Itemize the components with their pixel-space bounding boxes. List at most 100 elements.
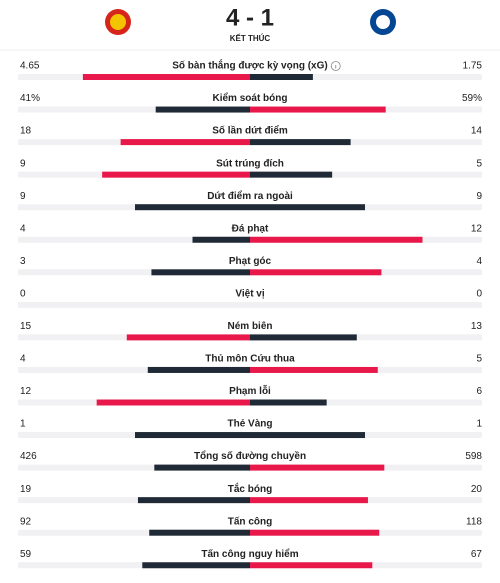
away-bar bbox=[250, 236, 423, 243]
away-logo bbox=[370, 9, 396, 35]
stat-row: 4.65 1.75 Số bàn thắng được kỳ vọng (xG) bbox=[18, 59, 482, 80]
stat-row: 3 4 Phạt góc bbox=[18, 256, 482, 276]
away-bar bbox=[250, 139, 351, 146]
stat-label: Tấn công nguy hiểm bbox=[201, 548, 298, 560]
stat-row: 426 598 Tổng số đường chuyền bbox=[18, 450, 482, 471]
stat-label: Đá phạt bbox=[232, 223, 269, 234]
away-logo-inner bbox=[374, 13, 392, 31]
home-bar bbox=[149, 529, 250, 536]
stat-label: Tổng số đường chuyền bbox=[194, 450, 306, 462]
stat-row: 19 20 Tắc bóng bbox=[18, 482, 483, 504]
home-value: 19 bbox=[20, 484, 32, 495]
home-bar bbox=[96, 399, 251, 406]
stat-label: Phạt góc bbox=[229, 256, 272, 267]
away-value: 4 bbox=[476, 256, 482, 267]
home-bar bbox=[151, 269, 250, 276]
home-bar bbox=[135, 432, 250, 439]
home-logo bbox=[105, 9, 131, 35]
match-status: KẾT THÚC bbox=[230, 33, 271, 43]
stat-label: Sút trúng đích bbox=[216, 158, 284, 169]
away-value: 118 bbox=[466, 516, 482, 527]
stat-row: 0 0 Việt vị bbox=[18, 288, 482, 308]
away-bar bbox=[250, 432, 365, 439]
home-logo-inner bbox=[110, 14, 126, 30]
home-bar bbox=[135, 204, 250, 211]
home-value: 41% bbox=[20, 93, 40, 104]
bar-track bbox=[18, 301, 482, 308]
away-value: 1 bbox=[476, 419, 482, 430]
stat-row: 18 14 Số lần dứt điểm bbox=[18, 125, 483, 146]
away-value: 59% bbox=[462, 93, 482, 104]
stat-row: 41% 59% Kiểm soát bóng bbox=[18, 92, 482, 113]
away-bar bbox=[250, 171, 333, 178]
home-value: 3 bbox=[20, 256, 26, 267]
stat-label: Việt vị bbox=[235, 288, 264, 299]
away-value: 0 bbox=[476, 288, 482, 299]
info-icon bbox=[330, 61, 341, 71]
away-value: 598 bbox=[465, 451, 482, 462]
away-value: 67 bbox=[471, 549, 483, 560]
home-value: 4 bbox=[20, 354, 26, 365]
away-bar bbox=[250, 204, 365, 211]
away-value: 14 bbox=[471, 126, 483, 137]
stat-row: 15 13 Ném biên bbox=[18, 321, 483, 341]
stat-row: 12 6 Phạm lỗi bbox=[18, 384, 482, 406]
home-value: 4.65 bbox=[20, 61, 40, 72]
home-bar bbox=[120, 139, 250, 146]
stat-label: Thẻ Vàng bbox=[227, 419, 272, 430]
away-bar bbox=[250, 562, 373, 569]
stat-label: Tấn công bbox=[228, 515, 272, 527]
stat-row: 92 118 Tấn công bbox=[18, 515, 482, 536]
stat-row: 59 67 Tấn công nguy hiểm bbox=[18, 548, 483, 569]
home-bar bbox=[147, 366, 250, 373]
home-value: 0 bbox=[20, 288, 26, 299]
home-value: 15 bbox=[20, 321, 32, 332]
stat-row: 4 12 Đá phạt bbox=[18, 223, 483, 243]
home-bar bbox=[137, 497, 250, 504]
stat-label: Số bàn thắng được kỳ vọng (xG) bbox=[172, 59, 327, 72]
home-value: 18 bbox=[20, 126, 32, 137]
stat-row: 9 5 Sút trúng đích bbox=[18, 158, 482, 178]
stat-label: Phạm lỗi bbox=[229, 384, 271, 397]
home-value: 1 bbox=[20, 419, 26, 430]
away-value: 1.75 bbox=[463, 61, 483, 72]
away-value: 5 bbox=[476, 354, 482, 365]
stat-label: Dứt điểm ra ngoài bbox=[207, 190, 293, 202]
stat-row: 4 5 Thủ môn Cứu thua bbox=[18, 354, 482, 373]
away-value: 6 bbox=[476, 386, 482, 397]
stat-row: 1 1 Thẻ Vàng bbox=[18, 419, 482, 439]
home-value: 9 bbox=[20, 158, 26, 169]
home-value: 92 bbox=[20, 516, 32, 527]
away-bar bbox=[250, 269, 382, 276]
stat-label: Thủ môn Cứu thua bbox=[205, 354, 295, 365]
home-value: 4 bbox=[20, 223, 26, 234]
away-value: 5 bbox=[476, 158, 482, 169]
away-bar bbox=[250, 497, 368, 504]
stat-label: Ném biên bbox=[227, 321, 272, 332]
away-value: 20 bbox=[471, 484, 483, 495]
stat-label: Số lần dứt điểm bbox=[212, 125, 288, 137]
away-bar bbox=[250, 106, 386, 113]
home-value: 426 bbox=[20, 451, 37, 462]
away-value: 13 bbox=[471, 321, 483, 332]
away-bar bbox=[250, 399, 327, 406]
home-bar bbox=[192, 236, 250, 243]
away-bar bbox=[250, 529, 380, 536]
home-bar bbox=[142, 562, 250, 569]
stat-row: 9 9 Dứt điểm ra ngoài bbox=[18, 190, 482, 211]
away-value: 9 bbox=[476, 191, 482, 202]
away-bar bbox=[250, 74, 313, 80]
home-bar bbox=[155, 106, 250, 113]
home-bar bbox=[154, 464, 250, 471]
away-value: 12 bbox=[471, 223, 483, 234]
home-value: 12 bbox=[20, 386, 32, 397]
home-value: 59 bbox=[20, 549, 32, 560]
away-bar bbox=[250, 464, 385, 471]
stat-label: Kiểm soát bóng bbox=[212, 92, 287, 104]
score: 4 - 1 bbox=[226, 4, 274, 31]
home-bar bbox=[82, 74, 250, 80]
home-bar bbox=[126, 334, 250, 341]
away-bar bbox=[250, 334, 357, 341]
stat-label: Tắc bóng bbox=[228, 482, 272, 495]
